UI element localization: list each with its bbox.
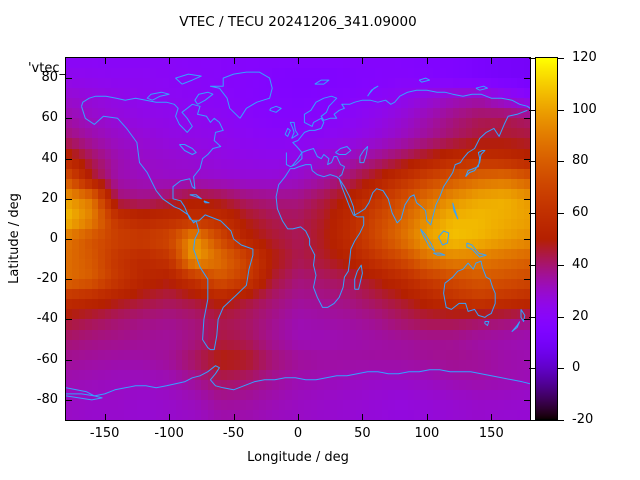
colorbar-tick-mark xyxy=(529,213,535,215)
x-tick-mark xyxy=(104,58,106,64)
y-tick-mark xyxy=(524,239,530,240)
y-tick-mark xyxy=(524,158,530,160)
x-tick-label: -50 xyxy=(222,426,245,441)
y-tick-mark xyxy=(66,158,72,160)
colorbar-tick-mark xyxy=(558,213,564,215)
x-tick-label: -100 xyxy=(154,426,184,441)
colorbar-tick-label: 100 xyxy=(572,101,597,117)
colorbar xyxy=(536,58,557,420)
y-tick-label: 20 xyxy=(41,190,58,206)
x-tick-mark xyxy=(491,58,493,64)
y-tick-mark xyxy=(524,78,530,80)
colorbar-tick-mark xyxy=(558,420,564,421)
colorbar-tick-mark xyxy=(529,368,535,370)
x-tick-mark xyxy=(169,414,171,420)
x-tick-label: 50 xyxy=(354,426,371,441)
y-tick-label: 40 xyxy=(41,150,58,166)
colorbar-tick-mark xyxy=(529,161,535,163)
y-tick-mark xyxy=(66,399,72,401)
colorbar-tick-label: 120 xyxy=(572,50,597,65)
x-tick-mark xyxy=(426,414,428,420)
x-tick-mark xyxy=(362,414,364,420)
colorbar-tick-mark xyxy=(558,316,564,318)
colorbar-tick-mark xyxy=(529,316,535,318)
y-tick-mark xyxy=(66,279,72,281)
colorbar-tick-mark xyxy=(558,161,564,163)
colorbar-tick-mark xyxy=(558,109,564,111)
y-tick-mark xyxy=(66,239,72,240)
y-tick-mark xyxy=(524,198,530,200)
colorbar-tick-mark xyxy=(529,109,535,111)
y-tick-mark xyxy=(524,279,530,281)
x-tick-label: 150 xyxy=(478,426,504,441)
x-tick-label: -150 xyxy=(89,426,120,441)
y-tick-mark xyxy=(66,78,72,80)
colorbar-tick-mark xyxy=(558,264,564,266)
colorbar-tick-label: 0 xyxy=(572,360,581,376)
y-tick-label: -80 xyxy=(36,391,58,407)
y-tick-mark xyxy=(66,198,72,200)
colorbar-tick-mark xyxy=(529,58,535,59)
y-tick-mark xyxy=(524,118,530,120)
y-tick-label: 80 xyxy=(41,70,58,86)
y-tick-mark xyxy=(66,118,72,120)
x-tick-mark xyxy=(298,58,299,64)
colorbar-tick-label: -20 xyxy=(572,412,594,427)
colorbar-border xyxy=(535,57,558,421)
x-tick-mark xyxy=(362,58,364,64)
x-tick-mark xyxy=(298,414,299,420)
colorbar-tick-label: 80 xyxy=(572,153,589,169)
key-label: 'vtec_ xyxy=(27,61,66,76)
colorbar-tick-mark xyxy=(529,420,535,421)
plot-border xyxy=(65,57,531,421)
x-tick-mark xyxy=(169,58,171,64)
x-tick-mark xyxy=(104,414,106,420)
colorbar-tick-label: 20 xyxy=(572,308,589,324)
y-tick-mark xyxy=(66,319,72,321)
x-tick-mark xyxy=(233,414,235,420)
x-tick-label: 0 xyxy=(293,426,303,441)
colorbar-tick-label: 60 xyxy=(572,205,589,221)
y-tick-mark xyxy=(524,319,530,321)
x-tick-mark xyxy=(491,414,493,420)
x-tick-mark xyxy=(233,58,235,64)
y-tick-mark xyxy=(524,359,530,361)
plot-title: VTEC / TECU 20241206_341.09000 xyxy=(179,14,417,30)
y-tick-label: 60 xyxy=(41,110,58,126)
colorbar-tick-mark xyxy=(558,58,564,59)
x-axis-label: Longitude / deg xyxy=(247,450,349,465)
y-tick-mark xyxy=(66,359,72,361)
y-tick-mark xyxy=(524,399,530,401)
y-tick-label: -20 xyxy=(36,271,58,287)
colorbar-tick-mark xyxy=(529,264,535,266)
x-tick-mark xyxy=(426,58,428,64)
x-tick-label: 100 xyxy=(414,426,440,441)
y-tick-label: -60 xyxy=(36,351,58,367)
y-tick-label: 0 xyxy=(49,231,58,246)
colorbar-tick-mark xyxy=(558,368,564,370)
colorbar-tick-label: 40 xyxy=(572,256,589,272)
y-tick-label: -40 xyxy=(36,311,58,327)
